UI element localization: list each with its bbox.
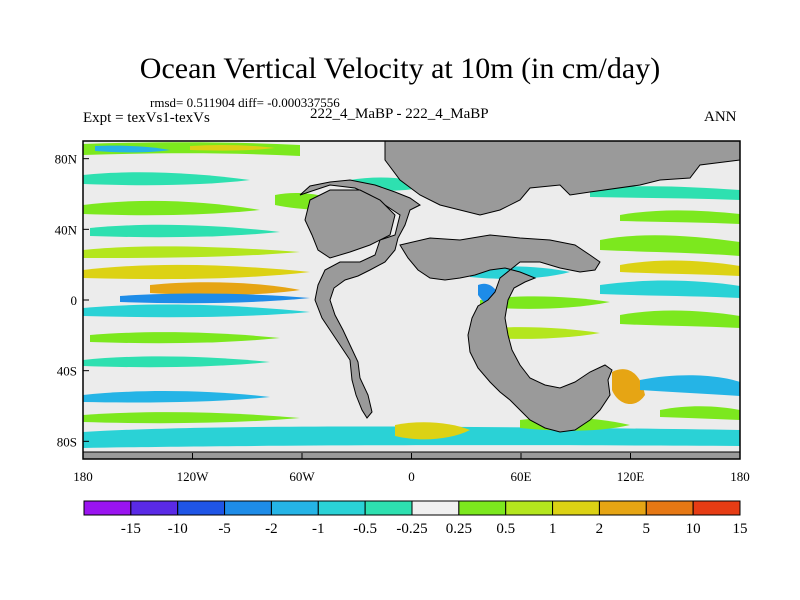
y-tick-label: 80S <box>57 434 77 449</box>
field-band <box>83 304 310 318</box>
colorbar-label: -15 <box>121 521 141 537</box>
y-axis: 80N 40N 0 40S 80S <box>55 152 89 449</box>
colorbar-label: -0.25 <box>396 521 427 537</box>
season-label: ANN <box>704 109 737 125</box>
field-band <box>480 296 610 309</box>
field-band <box>83 391 270 403</box>
colorbar-bin <box>270 500 319 516</box>
field-band <box>590 186 740 200</box>
x-tick-label: 0 <box>408 469 415 484</box>
colorbar-bin <box>224 500 272 516</box>
field-band <box>83 412 300 424</box>
colorbar-bin <box>130 500 179 516</box>
x-tick-label: 120E <box>617 469 645 484</box>
case-label: 222_4_MaBP - 222_4_MaBP <box>310 106 489 122</box>
map-plot-area <box>83 141 740 459</box>
colorbar-bin <box>458 500 507 516</box>
colorbar-label: -2 <box>265 521 278 537</box>
field-band <box>620 210 740 224</box>
field-band <box>600 235 740 256</box>
colorbar-bin <box>598 500 647 516</box>
field-band <box>395 422 470 440</box>
colorbar-label: 0.25 <box>446 521 472 537</box>
colorbar-bin <box>411 500 460 516</box>
colorbar-bin <box>317 500 366 516</box>
field-band <box>600 280 740 298</box>
velocity-field <box>83 142 740 448</box>
field-band <box>83 246 300 258</box>
colorbar-bin <box>692 500 741 516</box>
colorbar-label: 1 <box>549 521 557 537</box>
field-band <box>83 264 310 280</box>
colorbar-bin <box>645 500 694 516</box>
colorbar-bin <box>83 500 132 516</box>
y-tick-label: 80N <box>55 152 78 167</box>
x-tick-label: 180 <box>73 469 93 484</box>
field-band <box>83 200 260 216</box>
field-band <box>83 172 250 186</box>
map-title: Ocean Vertical Velocity at 10m (in cm/da… <box>139 52 661 85</box>
colorbar-label: -5 <box>218 521 231 537</box>
field-band <box>612 369 645 405</box>
colorbar-label: 15 <box>733 521 748 537</box>
field-band <box>640 375 740 396</box>
y-tick-label: 40S <box>57 364 77 379</box>
field-band <box>83 356 270 368</box>
field-band <box>620 310 740 328</box>
colorbar-bin <box>552 500 600 516</box>
field-band <box>90 224 280 238</box>
land-masses <box>83 141 740 459</box>
x-tick-label: 120W <box>177 469 210 484</box>
colorbar-bin <box>505 500 554 516</box>
field-band <box>190 144 275 151</box>
statistics-line: rmsd= 0.511904 diff= -0.000337556 <box>150 95 340 110</box>
x-tick-label: 60E <box>511 469 532 484</box>
field-band <box>120 293 310 304</box>
field-band <box>150 282 300 295</box>
experiment-label: Expt = texVs1-texVs <box>83 110 210 126</box>
field-band <box>95 145 170 153</box>
x-axis: 180 120W 60W 0 60E 120E 180 <box>73 453 750 484</box>
x-tick-label: 60W <box>289 469 315 484</box>
colorbar: -15 -10 -5 -2 -1 -0.5 -0.25 0.25 0.5 1 2 5 10 15 <box>83 500 748 537</box>
colorbar-label: -1 <box>312 521 325 537</box>
field-band <box>660 406 740 420</box>
land-greenland-eurasia <box>384 141 740 216</box>
land-africa-asia <box>399 234 613 433</box>
colorbar-label: 10 <box>686 521 701 537</box>
colorbar-bin <box>177 500 226 516</box>
colorbar-label: -0.5 <box>353 521 377 537</box>
field-band <box>90 332 280 344</box>
x-tick-label: 180 <box>730 469 750 484</box>
colorbar-label: 0.5 <box>496 521 515 537</box>
y-tick-label: 40N <box>55 222 78 237</box>
colorbar-label: -10 <box>168 521 188 537</box>
field-band <box>620 260 740 276</box>
y-tick-label: 0 <box>71 293 78 308</box>
land-north-america-main <box>304 189 396 259</box>
colorbar-label: 5 <box>643 521 651 537</box>
colorbar-bin <box>364 500 413 516</box>
colorbar-label: 2 <box>596 521 604 537</box>
